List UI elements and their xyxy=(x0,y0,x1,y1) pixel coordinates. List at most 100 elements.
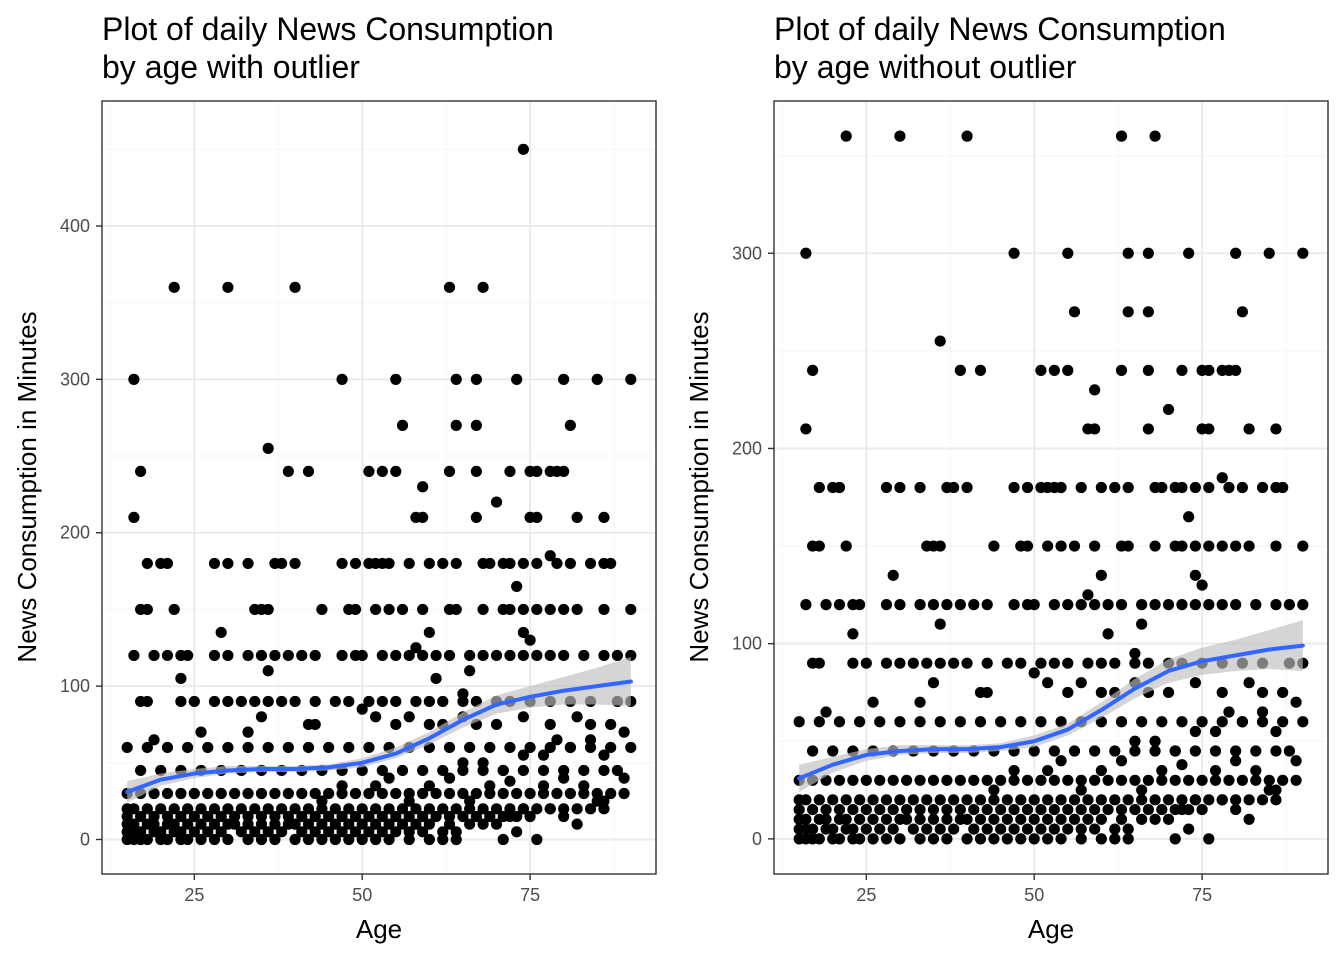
data-point xyxy=(1189,745,1201,757)
data-point xyxy=(813,716,825,728)
data-point xyxy=(269,810,281,823)
data-point xyxy=(1115,716,1128,728)
data-point xyxy=(860,823,872,835)
data-point xyxy=(988,784,1000,796)
data-point xyxy=(854,716,866,728)
data-point xyxy=(571,818,583,830)
data-point xyxy=(1277,481,1289,494)
data-point xyxy=(128,803,140,815)
data-point xyxy=(598,764,610,777)
data-point xyxy=(356,703,368,715)
data-point xyxy=(484,787,496,800)
data-point xyxy=(450,833,462,846)
data-point xyxy=(477,603,489,616)
data-point xyxy=(921,823,933,835)
data-point xyxy=(1062,599,1074,611)
data-point xyxy=(854,813,866,825)
data-point xyxy=(1162,813,1175,825)
data-point xyxy=(531,557,543,570)
data-point xyxy=(1270,745,1282,757)
data-point xyxy=(202,741,214,754)
y-tick-label: 200 xyxy=(732,438,762,458)
data-point xyxy=(242,741,254,754)
data-point xyxy=(1297,599,1309,611)
data-point xyxy=(934,823,946,835)
data-point xyxy=(1149,130,1161,142)
data-point xyxy=(1048,745,1060,757)
data-point xyxy=(1230,599,1242,611)
data-point xyxy=(262,695,274,708)
data-point xyxy=(618,726,630,738)
data-point xyxy=(1256,716,1269,728)
data-point xyxy=(1263,774,1275,786)
data-point xyxy=(296,826,308,838)
data-point xyxy=(807,364,819,376)
data-point xyxy=(470,787,482,800)
data-point xyxy=(1021,481,1034,494)
data-point xyxy=(961,813,973,825)
data-point xyxy=(578,649,590,662)
data-point xyxy=(403,649,415,662)
data-point xyxy=(558,465,570,477)
data-point xyxy=(175,672,187,685)
data-point xyxy=(1216,472,1228,484)
data-point xyxy=(1028,813,1040,825)
data-point xyxy=(242,726,254,738)
data-point xyxy=(800,599,812,611)
data-point xyxy=(584,557,597,570)
data-point xyxy=(504,803,516,815)
data-point xyxy=(1189,599,1201,611)
data-point xyxy=(1048,364,1060,376)
data-point xyxy=(1196,774,1208,786)
data-point xyxy=(1223,481,1235,494)
data-point xyxy=(1062,247,1074,259)
data-point xyxy=(531,511,543,524)
data-point xyxy=(558,772,570,784)
data-point xyxy=(833,481,846,494)
data-point xyxy=(1230,794,1242,806)
data-point xyxy=(1095,481,1107,494)
data-point xyxy=(800,247,812,259)
data-point xyxy=(1068,540,1081,552)
data-point xyxy=(423,557,435,570)
data-point xyxy=(383,603,395,616)
data-point xyxy=(867,813,879,825)
data-point xyxy=(1068,306,1081,318)
data-point xyxy=(914,803,926,816)
data-point xyxy=(927,677,940,689)
data-point xyxy=(329,695,341,708)
data-point xyxy=(437,557,449,570)
data-point xyxy=(443,741,456,754)
data-point xyxy=(1156,716,1168,728)
data-point xyxy=(282,465,294,477)
data-point xyxy=(255,787,268,800)
data-point xyxy=(403,810,415,823)
data-point xyxy=(242,810,254,823)
data-point xyxy=(1122,306,1134,318)
data-point xyxy=(1062,686,1074,699)
data-point xyxy=(941,599,953,611)
data-point xyxy=(208,695,221,708)
data-point xyxy=(370,818,382,830)
data-point xyxy=(262,803,274,815)
data-point xyxy=(974,364,987,376)
data-point xyxy=(182,803,194,815)
data-point xyxy=(255,810,268,823)
data-point xyxy=(1021,774,1034,786)
data-point xyxy=(564,557,576,570)
data-point xyxy=(1095,657,1107,669)
data-point xyxy=(202,826,214,838)
data-point xyxy=(941,813,953,825)
data-point xyxy=(1055,813,1067,825)
data-point xyxy=(800,423,812,435)
data-point xyxy=(296,810,308,823)
data-point xyxy=(1109,823,1121,835)
data-point xyxy=(222,649,234,662)
data-point xyxy=(1196,579,1208,591)
data-point xyxy=(981,774,993,786)
data-point xyxy=(914,481,926,494)
data-point xyxy=(1142,657,1154,669)
data-point xyxy=(1048,803,1060,816)
data-point xyxy=(1209,774,1222,786)
data-point xyxy=(981,803,993,816)
